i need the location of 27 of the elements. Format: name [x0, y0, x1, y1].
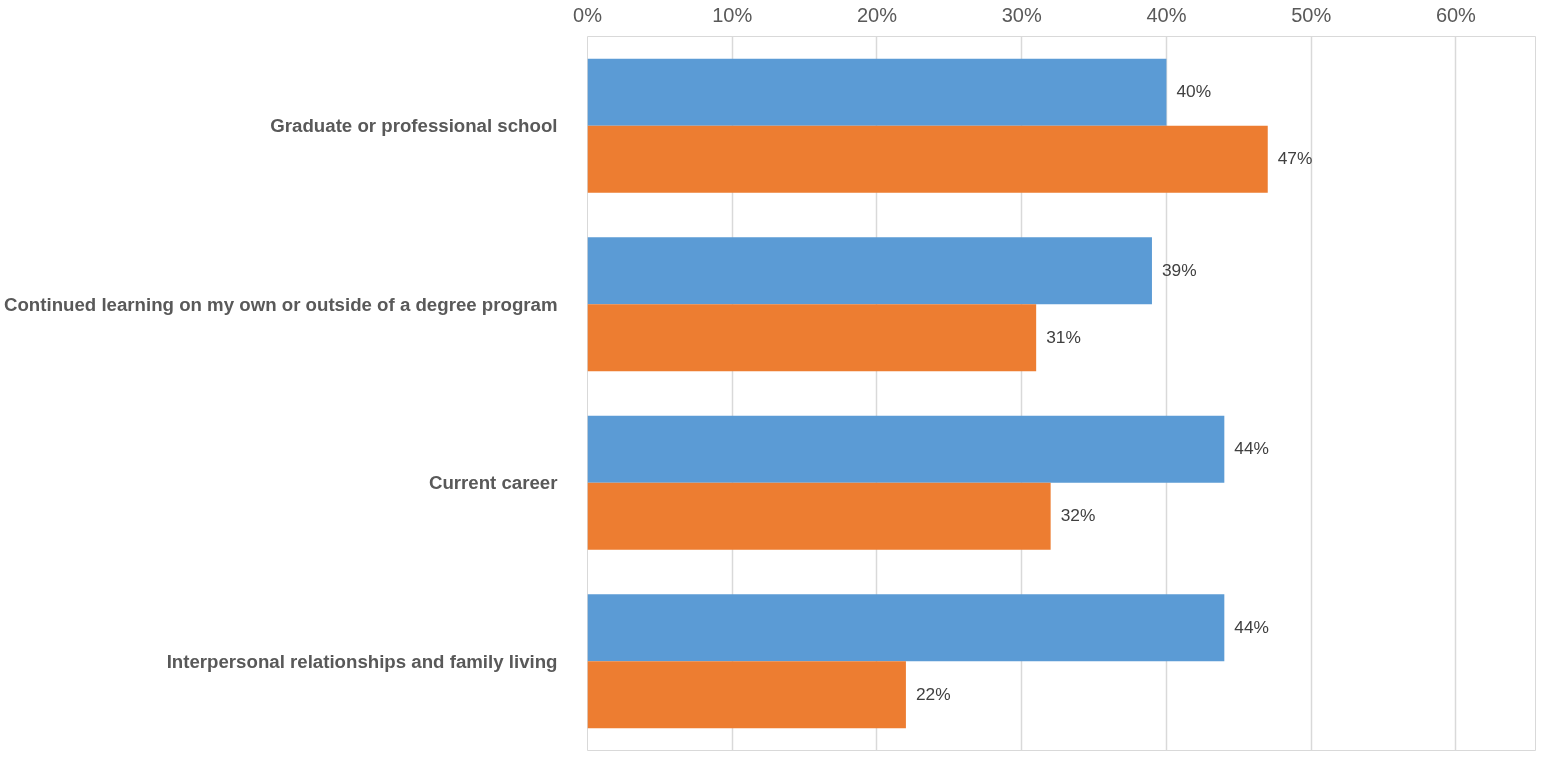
bar — [587, 125, 1268, 193]
data-label: 40% — [1176, 81, 1212, 102]
data-label: 32% — [1060, 505, 1096, 526]
y-tick-label: Current career — [428, 472, 558, 494]
y-tick-label: Continued learning on my own or outside of a degree program — [3, 293, 558, 315]
data-label: 22% — [915, 683, 951, 704]
bar — [587, 415, 1225, 483]
data-label: 44% — [1234, 438, 1270, 459]
bar — [587, 482, 1051, 550]
bar — [587, 58, 1167, 126]
x-tick-label: 50% — [1291, 3, 1332, 26]
bar — [587, 304, 1037, 372]
y-tick-label: Interpersonal relationships and family living — [166, 650, 558, 672]
x-tick-label: 0% — [573, 3, 603, 26]
x-tick-label: 60% — [1435, 3, 1477, 26]
data-label: 39% — [1161, 259, 1197, 280]
y-tick-label: Graduate or professional school — [270, 115, 558, 137]
data-label: 31% — [1046, 326, 1081, 347]
x-tick-label: 20% — [856, 3, 898, 26]
x-tick-label: 30% — [1001, 3, 1042, 26]
x-tick-label: 10% — [712, 3, 753, 26]
bar — [587, 594, 1225, 662]
data-label: 44% — [1234, 616, 1270, 637]
data-label: 47% — [1277, 148, 1313, 169]
bar — [587, 237, 1152, 305]
bar — [587, 661, 906, 729]
x-tick-label: 40% — [1146, 3, 1187, 26]
